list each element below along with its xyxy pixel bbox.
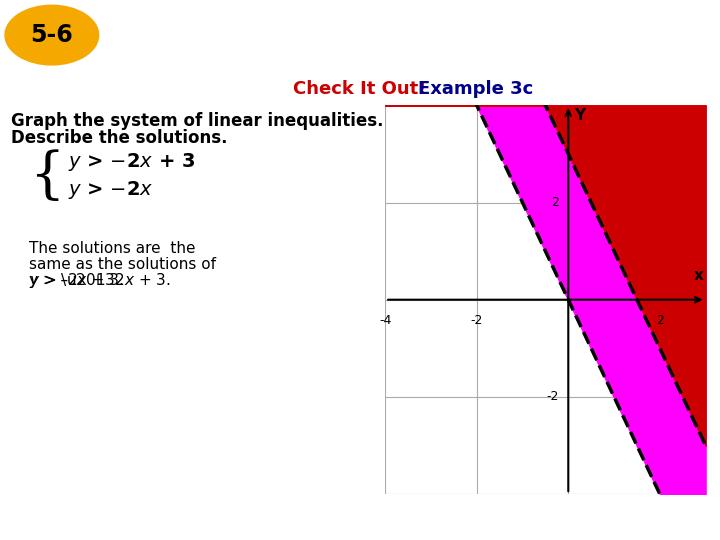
Text: $\mathit{y}$ > $-$2$\mathit{x}$ + 3: $\mathit{y}$ > $-$2$\mathit{x}$ + 3 bbox=[68, 151, 196, 173]
Text: 2: 2 bbox=[552, 196, 559, 209]
Ellipse shape bbox=[5, 5, 99, 65]
Text: Check It Out!: Check It Out! bbox=[293, 80, 427, 98]
Text: -4: -4 bbox=[379, 314, 392, 327]
Text: Copyright © by Holt Mc Dougal. All Rights Reserved.: Copyright © by Holt Mc Dougal. All Right… bbox=[413, 517, 706, 528]
Text: Holt Mc.Dougal Algebra 1: Holt Mc.Dougal Algebra 1 bbox=[14, 516, 194, 529]
Text: The solutions are  the: The solutions are the bbox=[29, 241, 195, 256]
Text: $\mathit{y}$ > \u20132$\mathit{x}$ + 3.: $\mathit{y}$ > \u20132$\mathit{x}$ + 3. bbox=[29, 271, 171, 291]
Text: 5-6: 5-6 bbox=[30, 23, 73, 47]
Text: Example 3c: Example 3c bbox=[418, 80, 533, 98]
Text: {: { bbox=[29, 150, 64, 205]
Text: Graph the system of linear inequalities.: Graph the system of linear inequalities. bbox=[11, 112, 383, 131]
Text: 2: 2 bbox=[656, 314, 664, 327]
Text: x: x bbox=[693, 268, 703, 283]
Text: -2: -2 bbox=[546, 390, 559, 403]
Text: $\mathit{y}$ > $-$2$\mathit{x}$: $\mathit{y}$ > $-$2$\mathit{x}$ bbox=[68, 179, 154, 201]
Text: Describe the solutions.: Describe the solutions. bbox=[11, 129, 228, 147]
Text: Solving Systems of Linear Inequalities: Solving Systems of Linear Inequalities bbox=[112, 25, 593, 45]
Text: -2: -2 bbox=[471, 314, 483, 327]
Text: Y: Y bbox=[574, 108, 585, 123]
Text: y > –2x + 3.: y > –2x + 3. bbox=[29, 273, 124, 288]
Text: same as the solutions of: same as the solutions of bbox=[29, 257, 216, 272]
